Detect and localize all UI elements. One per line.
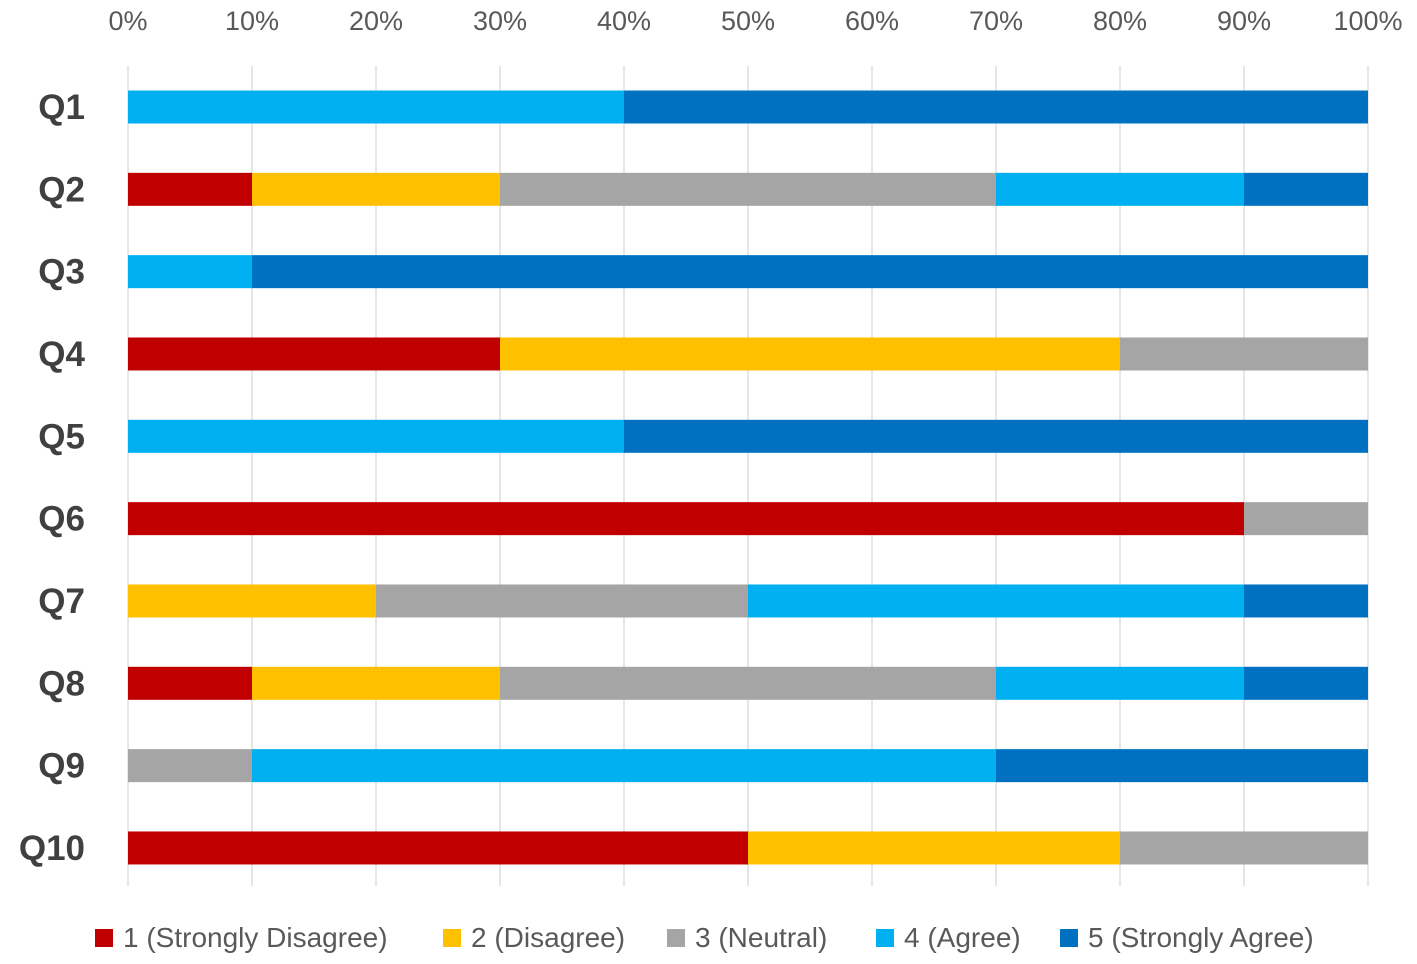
bar-segment-q8-s5 [1244, 666, 1368, 700]
bar-segment-q2-s1 [128, 172, 252, 206]
category-label: Q10 [19, 829, 85, 868]
x-tick-label: 50% [721, 6, 775, 36]
category-label: Q2 [38, 170, 85, 209]
x-tick-label: 20% [349, 6, 403, 36]
bar-segment-q4-s3 [1120, 337, 1368, 371]
bar-segment-q3-s4 [128, 255, 252, 289]
category-label: Q8 [38, 664, 85, 703]
bar-segment-q1-s5 [624, 90, 1368, 124]
legend-swatch [667, 929, 685, 947]
legend-swatch [1060, 929, 1078, 947]
bars [128, 90, 1368, 865]
legend-item: 4 (Agree) [876, 922, 1021, 953]
x-tick-label: 10% [225, 6, 279, 36]
x-tick-label: 70% [969, 6, 1023, 36]
x-tick-label: 80% [1093, 6, 1147, 36]
bar-segment-q9-s4 [252, 749, 996, 783]
x-axis-ticks: 0% 10% 20% 30% 40% 50% 60% 70% 80% 90% 100% [108, 6, 1402, 36]
legend-swatch [443, 929, 461, 947]
legend-label: 4 (Agree) [904, 922, 1021, 953]
bar-segment-q4-s2 [500, 337, 1120, 371]
legend-item: 3 (Neutral) [667, 922, 827, 953]
bar-segment-q8-s1 [128, 666, 252, 700]
bar-segment-q6-s3 [1244, 502, 1368, 536]
bar-segment-q9-s3 [128, 749, 252, 783]
legend-item: 5 (Strongly Agree) [1060, 922, 1314, 953]
bar-segment-q8-s4 [996, 666, 1244, 700]
bar-segment-q9-s5 [996, 749, 1368, 783]
bar-segment-q7-s2 [128, 584, 376, 618]
bar-segment-q3-s5 [252, 255, 1368, 289]
bar-segment-q10-s2 [748, 831, 1120, 865]
bar-segment-q2-s4 [996, 172, 1244, 206]
category-label: Q7 [38, 582, 85, 621]
bar-segment-q2-s2 [252, 172, 500, 206]
bar-segment-q7-s3 [376, 584, 748, 618]
bar-segment-q8-s2 [252, 666, 500, 700]
legend-label: 1 (Strongly Disagree) [123, 922, 388, 953]
category-label: Q3 [38, 253, 85, 292]
category-label: Q1 [38, 88, 85, 127]
legend-swatch [95, 929, 113, 947]
legend-swatch [876, 929, 894, 947]
x-tick-label: 90% [1217, 6, 1271, 36]
bar-segment-q5-s5 [624, 419, 1368, 453]
bar-segment-q7-s4 [748, 584, 1244, 618]
bar-segment-q2-s3 [500, 172, 996, 206]
x-tick-label: 60% [845, 6, 899, 36]
legend-label: 3 (Neutral) [695, 922, 827, 953]
bar-segment-q8-s3 [500, 666, 996, 700]
category-label: Q5 [38, 417, 85, 456]
bar-segment-q7-s5 [1244, 584, 1368, 618]
legend-item: 2 (Disagree) [443, 922, 625, 953]
legend-label: 5 (Strongly Agree) [1088, 922, 1314, 953]
legend: 1 (Strongly Disagree) 2 (Disagree) 3 (Neut… [95, 922, 1314, 953]
bar-segment-q10-s3 [1120, 831, 1368, 865]
category-label: Q6 [38, 500, 85, 539]
bar-segment-q4-s1 [128, 337, 500, 371]
bar-segment-q6-s1 [128, 502, 1244, 536]
bar-segment-q10-s1 [128, 831, 748, 865]
x-tick-label: 100% [1333, 6, 1402, 36]
bar-segment-q1-s4 [128, 90, 624, 124]
x-tick-label: 0% [108, 6, 147, 36]
bar-segment-q5-s4 [128, 419, 624, 453]
category-label: Q4 [38, 335, 85, 374]
bar-segment-q2-s5 [1244, 172, 1368, 206]
legend-item: 1 (Strongly Disagree) [95, 922, 388, 953]
legend-label: 2 (Disagree) [471, 922, 625, 953]
category-label: Q9 [38, 747, 85, 786]
y-axis-categories: Q1 Q2 Q3 Q4 Q5 Q6 Q7 Q8 Q9 Q10 [19, 88, 86, 868]
x-tick-label: 40% [597, 6, 651, 36]
x-tick-label: 30% [473, 6, 527, 36]
